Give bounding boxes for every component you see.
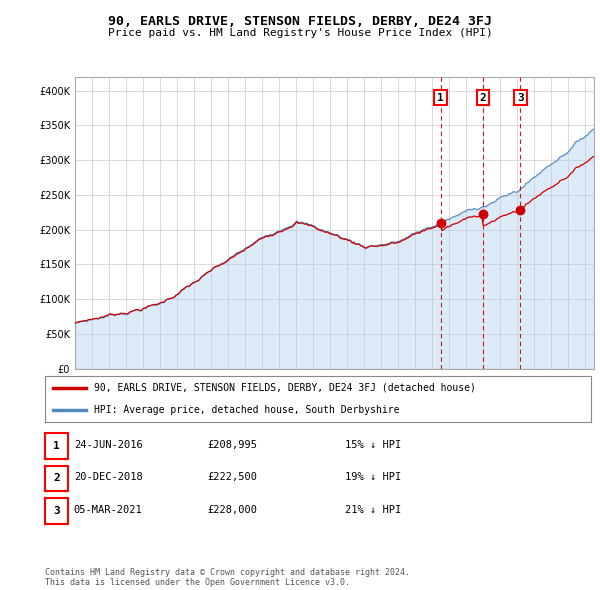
- Text: 15% ↓ HPI: 15% ↓ HPI: [345, 440, 401, 450]
- Point: [515, 205, 525, 215]
- Text: 21% ↓ HPI: 21% ↓ HPI: [345, 505, 401, 514]
- Text: 19% ↓ HPI: 19% ↓ HPI: [345, 473, 401, 482]
- Text: 05-MAR-2021: 05-MAR-2021: [74, 505, 143, 514]
- Text: 3: 3: [517, 93, 524, 103]
- Text: £222,500: £222,500: [207, 473, 257, 482]
- Text: 20-DEC-2018: 20-DEC-2018: [74, 473, 143, 482]
- Text: 1: 1: [53, 441, 60, 451]
- Text: Price paid vs. HM Land Registry's House Price Index (HPI): Price paid vs. HM Land Registry's House …: [107, 28, 493, 38]
- Point: [478, 209, 488, 219]
- Text: 2: 2: [479, 93, 486, 103]
- Text: 90, EARLS DRIVE, STENSON FIELDS, DERBY, DE24 3FJ: 90, EARLS DRIVE, STENSON FIELDS, DERBY, …: [108, 15, 492, 28]
- Text: £228,000: £228,000: [207, 505, 257, 514]
- Text: 3: 3: [53, 506, 60, 516]
- Text: 90, EARLS DRIVE, STENSON FIELDS, DERBY, DE24 3FJ (detached house): 90, EARLS DRIVE, STENSON FIELDS, DERBY, …: [94, 383, 476, 393]
- Text: 1: 1: [437, 93, 444, 103]
- Text: 2: 2: [53, 474, 60, 483]
- Text: Contains HM Land Registry data © Crown copyright and database right 2024.
This d: Contains HM Land Registry data © Crown c…: [45, 568, 410, 587]
- Text: £208,995: £208,995: [207, 440, 257, 450]
- Text: HPI: Average price, detached house, South Derbyshire: HPI: Average price, detached house, Sout…: [94, 405, 400, 415]
- Text: 24-JUN-2016: 24-JUN-2016: [74, 440, 143, 450]
- Point: [436, 219, 445, 228]
